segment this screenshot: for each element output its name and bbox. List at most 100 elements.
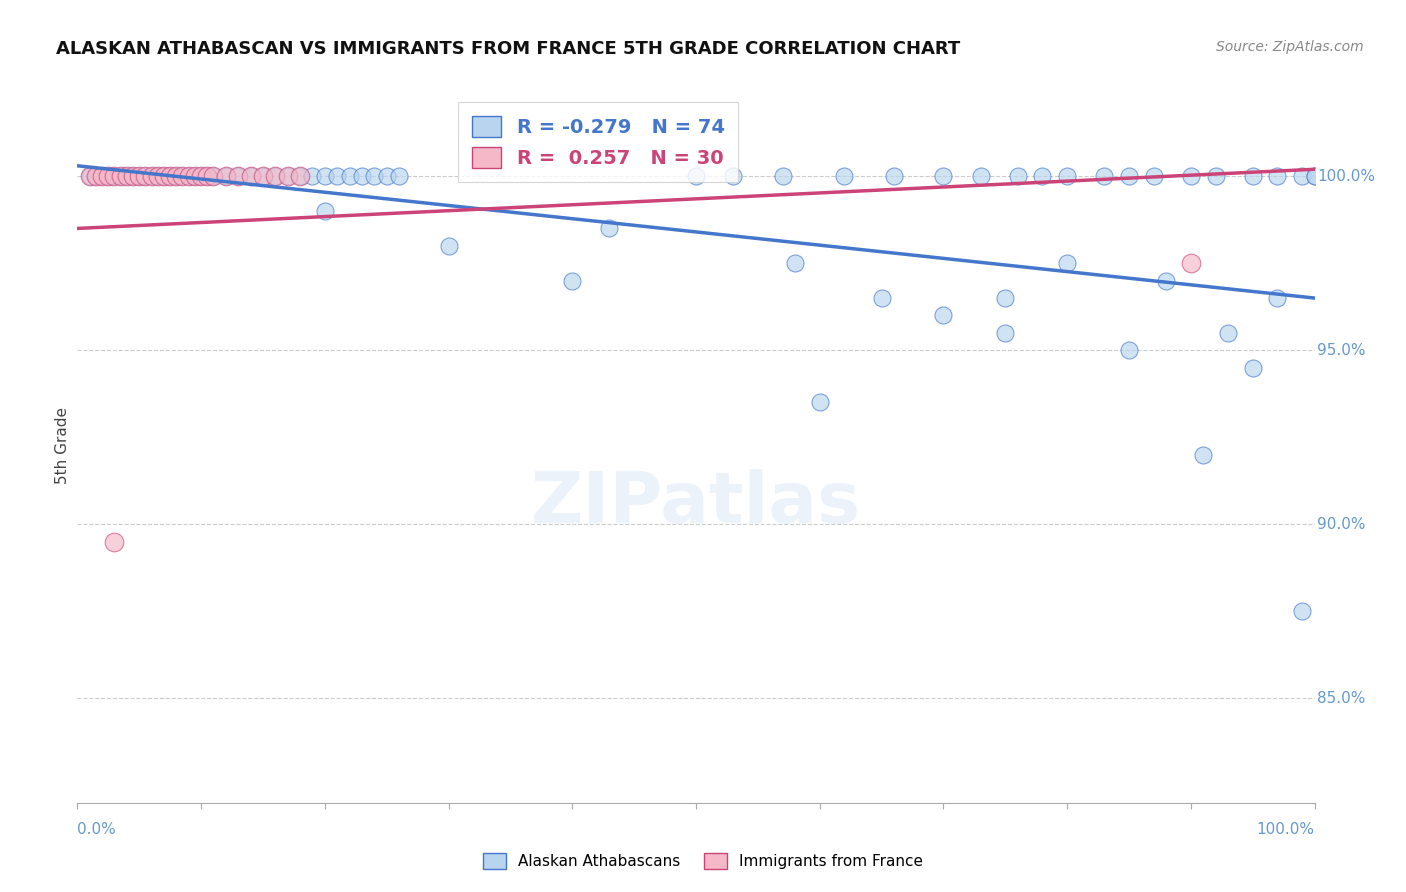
Text: ZIPatlas: ZIPatlas <box>531 468 860 538</box>
Point <box>1303 169 1326 184</box>
Point <box>84 169 107 184</box>
Point <box>97 169 120 184</box>
Point <box>314 204 336 219</box>
Text: 0.0%: 0.0% <box>77 822 117 837</box>
Point <box>288 169 311 184</box>
Point <box>91 169 114 184</box>
Point <box>1092 169 1115 184</box>
Point <box>103 534 125 549</box>
Point <box>314 169 336 184</box>
Text: 90.0%: 90.0% <box>1317 516 1365 532</box>
Point <box>239 169 262 184</box>
Point <box>1118 169 1140 184</box>
Point <box>326 169 349 184</box>
Point <box>277 169 299 184</box>
Point <box>1241 360 1264 375</box>
Point <box>1056 169 1078 184</box>
Point <box>79 169 101 184</box>
Point <box>363 169 385 184</box>
Point <box>84 169 107 184</box>
Point <box>153 169 176 184</box>
Point <box>172 169 194 184</box>
Text: 95.0%: 95.0% <box>1317 343 1365 358</box>
Point <box>277 169 299 184</box>
Point <box>165 169 187 184</box>
Point <box>1154 274 1177 288</box>
Point <box>128 169 150 184</box>
Text: 100.0%: 100.0% <box>1317 169 1375 184</box>
Point <box>870 291 893 305</box>
Point <box>685 169 707 184</box>
Point <box>97 169 120 184</box>
Point <box>1267 169 1289 184</box>
Y-axis label: 5th Grade: 5th Grade <box>55 408 70 484</box>
Text: 85.0%: 85.0% <box>1317 691 1365 706</box>
Point <box>252 169 274 184</box>
Point <box>252 169 274 184</box>
Point <box>134 169 156 184</box>
Point <box>177 169 200 184</box>
Point <box>239 169 262 184</box>
Point <box>1205 169 1227 184</box>
Point <box>215 169 238 184</box>
Point <box>115 169 138 184</box>
Point <box>172 169 194 184</box>
Point <box>1180 256 1202 270</box>
Point <box>783 256 806 270</box>
Point <box>772 169 794 184</box>
Point <box>122 169 145 184</box>
Point <box>190 169 212 184</box>
Text: 100.0%: 100.0% <box>1257 822 1315 837</box>
Point <box>375 169 398 184</box>
Point <box>91 169 114 184</box>
Point <box>153 169 176 184</box>
Point <box>141 169 163 184</box>
Point <box>301 169 323 184</box>
Point <box>1118 343 1140 358</box>
Point <box>195 169 218 184</box>
Point <box>1241 169 1264 184</box>
Point <box>110 169 132 184</box>
Point <box>195 169 218 184</box>
Point <box>1291 169 1313 184</box>
Point <box>288 169 311 184</box>
Point <box>215 169 238 184</box>
Point <box>146 169 169 184</box>
Point <box>932 309 955 323</box>
Point <box>808 395 831 409</box>
Point <box>264 169 287 184</box>
Point <box>141 169 163 184</box>
Legend: R = -0.279   N = 74, R =  0.257   N = 30: R = -0.279 N = 74, R = 0.257 N = 30 <box>458 103 738 182</box>
Point <box>103 169 125 184</box>
Point <box>134 169 156 184</box>
Point <box>226 169 249 184</box>
Point <box>339 169 361 184</box>
Point <box>883 169 905 184</box>
Point <box>350 169 373 184</box>
Point <box>388 169 411 184</box>
Point <box>1143 169 1166 184</box>
Point <box>1007 169 1029 184</box>
Point <box>1267 291 1289 305</box>
Point <box>598 221 620 235</box>
Point <box>1291 604 1313 618</box>
Point <box>190 169 212 184</box>
Point <box>226 169 249 184</box>
Point <box>184 169 207 184</box>
Text: ALASKAN ATHABASCAN VS IMMIGRANTS FROM FRANCE 5TH GRADE CORRELATION CHART: ALASKAN ATHABASCAN VS IMMIGRANTS FROM FR… <box>56 40 960 58</box>
Point <box>1192 448 1215 462</box>
Point <box>146 169 169 184</box>
Point <box>177 169 200 184</box>
Point <box>103 169 125 184</box>
Point <box>184 169 207 184</box>
Point <box>110 169 132 184</box>
Point <box>932 169 955 184</box>
Point <box>115 169 138 184</box>
Point <box>1216 326 1239 340</box>
Point <box>1031 169 1053 184</box>
Point <box>159 169 181 184</box>
Point <box>561 274 583 288</box>
Point <box>122 169 145 184</box>
Point <box>79 169 101 184</box>
Point <box>264 169 287 184</box>
